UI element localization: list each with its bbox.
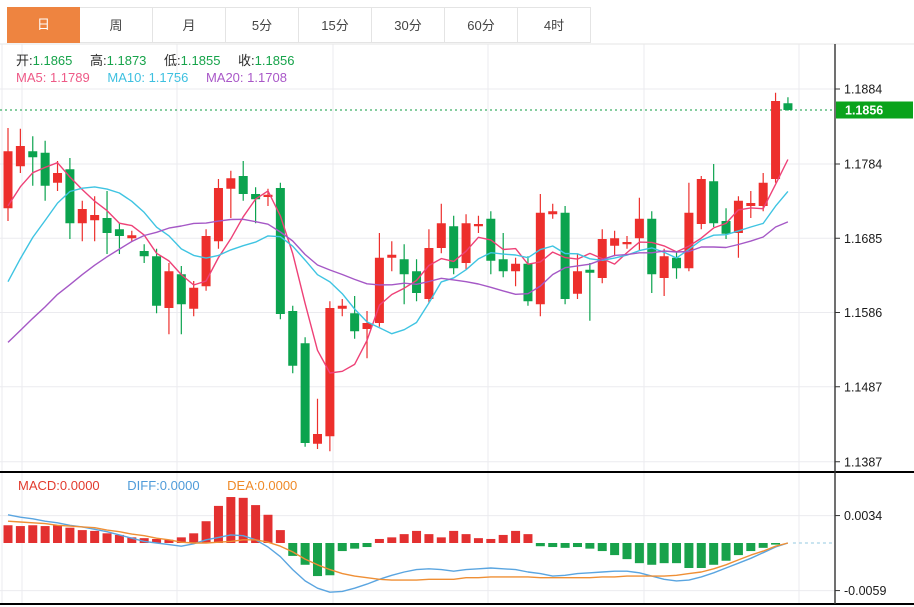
dea-readout: DEA:0.0000 <box>227 478 298 493</box>
macd-readout: MACD:0.0000 <box>18 478 100 493</box>
svg-text:1.1586: 1.1586 <box>844 306 882 320</box>
tab-15min[interactable]: 15分 <box>299 7 372 43</box>
svg-text:1.1487: 1.1487 <box>844 380 882 394</box>
ma-legend: MA5: 1.1789 MA10: 1.1756 MA20: 1.1708 <box>16 70 301 85</box>
tab-4hour[interactable]: 4时 <box>518 7 591 43</box>
ma20-readout: MA20: 1.1708 <box>205 70 287 85</box>
svg-text:1.1856: 1.1856 <box>845 104 883 118</box>
period-tabbar: 日 周 月 5分 15分 30分 60分 4时 <box>7 7 591 43</box>
tab-week[interactable]: 周 <box>80 7 153 43</box>
ohlc-legend: 开:1.1865 高:1.1873 低:1.1855 收:1.1856 <box>16 50 308 69</box>
svg-text:0.0034: 0.0034 <box>844 509 882 523</box>
svg-text:1.1784: 1.1784 <box>844 158 882 172</box>
tab-5min[interactable]: 5分 <box>226 7 299 43</box>
tab-month[interactable]: 月 <box>153 7 226 43</box>
svg-text:1.1884: 1.1884 <box>844 83 882 97</box>
diff-readout: DIFF:0.0000 <box>127 478 200 493</box>
macd-legend: MACD:0.0000 DIFF:0.0000 DEA:0.0000 <box>18 478 321 493</box>
low-readout: 低:1.1855 <box>164 53 221 68</box>
open-readout: 开:1.1865 <box>16 53 73 68</box>
tab-30min[interactable]: 30分 <box>372 7 445 43</box>
tab-day[interactable]: 日 <box>7 7 80 43</box>
svg-text:1.1387: 1.1387 <box>844 455 882 469</box>
svg-text:1.1685: 1.1685 <box>844 232 882 246</box>
high-readout: 高:1.1873 <box>90 53 147 68</box>
close-readout: 收:1.1856 <box>238 53 295 68</box>
svg-text:-0.0059: -0.0059 <box>844 584 886 598</box>
ma5-readout: MA5: 1.1789 <box>16 70 90 85</box>
ma10-readout: MA10: 1.1756 <box>107 70 189 85</box>
tab-60min[interactable]: 60分 <box>445 7 518 43</box>
